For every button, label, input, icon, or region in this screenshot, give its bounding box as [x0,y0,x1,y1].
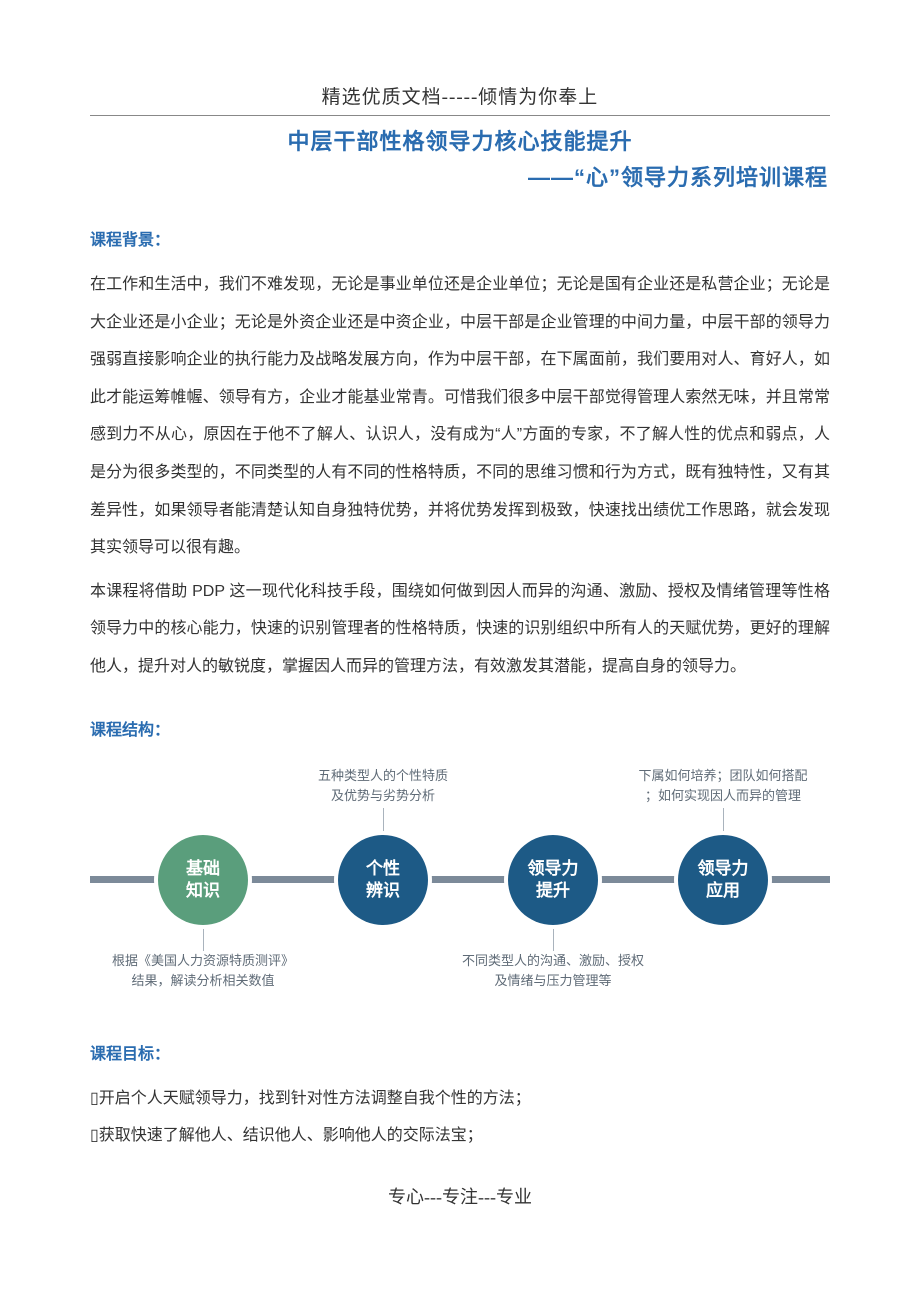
diagram-node-n4: 领导力应用 [678,835,768,925]
title-line-2: ——“心”领导力系列培训课程 [90,160,830,192]
section-heading-structure: 课程结构： [90,716,830,740]
diagram-annotation-line: ；如何实现因人而异的管理 [639,786,808,807]
section-heading-goals: 课程目标： [90,1040,830,1064]
diagram-annotation-line: 下属如何培养；团队如何搭配 [639,766,808,787]
diagram-node-label: 个性 [366,858,400,879]
title-block: 中层干部性格领导力核心技能提升 ——“心”领导力系列培训课程 [90,124,830,192]
diagram-annotation-line: 根据《美国人力资源特质测评》 [112,951,294,972]
section-heading-background: 课程背景： [90,226,830,250]
diagram-node-label: 领导力 [528,858,579,879]
diagram-node-label: 辨识 [366,880,400,901]
diagram-annotation-line: 五种类型人的个性特质 [318,766,448,787]
diagram-annotation: 不同类型人的沟通、激励、授权及情绪与压力管理等 [462,951,644,993]
diagram-node-n3: 领导力提升 [508,835,598,925]
diagram-annotation-line: 及优势与劣势分析 [318,786,448,807]
diagram-node-label: 知识 [186,880,220,901]
background-para-2: 本课程将借助 PDP 这一现代化科技手段，围绕如何做到因人而异的沟通、激励、授权… [90,573,830,686]
goals-list: ▯开启个人天赋领导力，找到针对性方法调整自我个性的方法；▯获取快速了解他人、结识… [90,1080,830,1155]
diagram-connector [383,808,384,835]
diagram-annotation: 根据《美国人力资源特质测评》结果，解读分析相关数值 [112,951,294,993]
diagram-annotation-line: 不同类型人的沟通、激励、授权 [462,951,644,972]
title-line-1: 中层干部性格领导力核心技能提升 [90,124,830,156]
diagram-connector [723,808,724,835]
diagram-annotation-line: 结果，解读分析相关数值 [112,971,294,992]
diagram-node-n2: 个性辨识 [338,835,428,925]
diagram-node-label: 应用 [698,880,749,901]
diagram-node-label: 领导力 [698,858,749,879]
background-para-1: 在工作和生活中，我们不难发现，无论是事业单位还是企业单位；无论是国有企业还是私营… [90,266,830,567]
diagram-node-n1: 基础知识 [158,835,248,925]
diagram-node-label: 基础 [186,858,220,879]
page: 精选优质文档-----倾情为你奉上 中层干部性格领导力核心技能提升 ——“心”领… [0,0,920,1249]
page-footer-deco: 专心---专注---专业 [90,1183,830,1209]
diagram-annotation: 下属如何培养；团队如何搭配；如何实现因人而异的管理 [639,766,808,808]
goal-item: ▯开启个人天赋领导力，找到针对性方法调整自我个性的方法； [90,1080,830,1118]
diagram-node-label: 提升 [528,880,579,901]
structure-diagram: 基础知识个性辨识领导力提升领导力应用五种类型人的个性特质及优势与劣势分析下属如何… [90,756,830,1006]
diagram-annotation-line: 及情绪与压力管理等 [462,971,644,992]
goal-item: ▯获取快速了解他人、结识他人、影响他人的交际法宝； [90,1117,830,1155]
diagram-annotation: 五种类型人的个性特质及优势与劣势分析 [318,766,448,808]
diagram-connector [203,925,204,951]
page-header-deco: 精选优质文档-----倾情为你奉上 [90,82,830,116]
diagram-connector [553,925,554,951]
